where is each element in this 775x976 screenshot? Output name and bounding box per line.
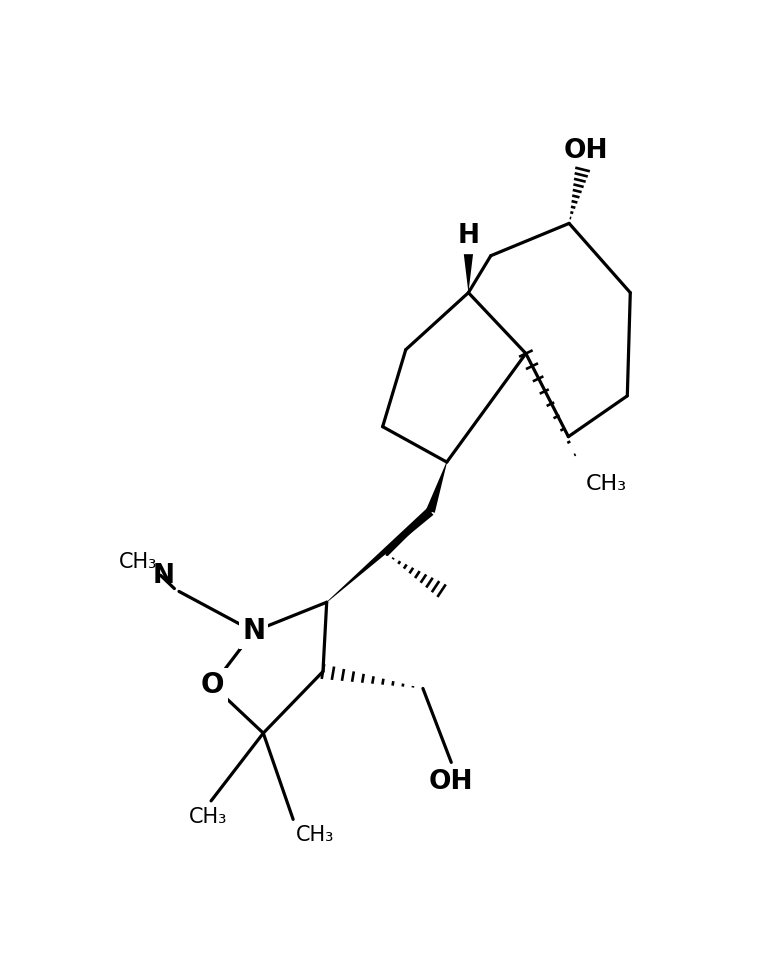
Text: H: H (457, 223, 480, 249)
Text: CH₃: CH₃ (586, 474, 627, 495)
Text: CH₃: CH₃ (189, 806, 227, 827)
Text: N: N (242, 618, 265, 645)
Polygon shape (426, 462, 447, 512)
Polygon shape (326, 508, 433, 602)
Polygon shape (463, 254, 473, 293)
Text: CH₃: CH₃ (296, 825, 334, 845)
Text: OH: OH (429, 769, 474, 795)
Text: CH₃: CH₃ (119, 551, 157, 572)
Text: N: N (153, 562, 174, 589)
Text: O: O (201, 671, 224, 700)
Text: OH: OH (563, 138, 608, 164)
